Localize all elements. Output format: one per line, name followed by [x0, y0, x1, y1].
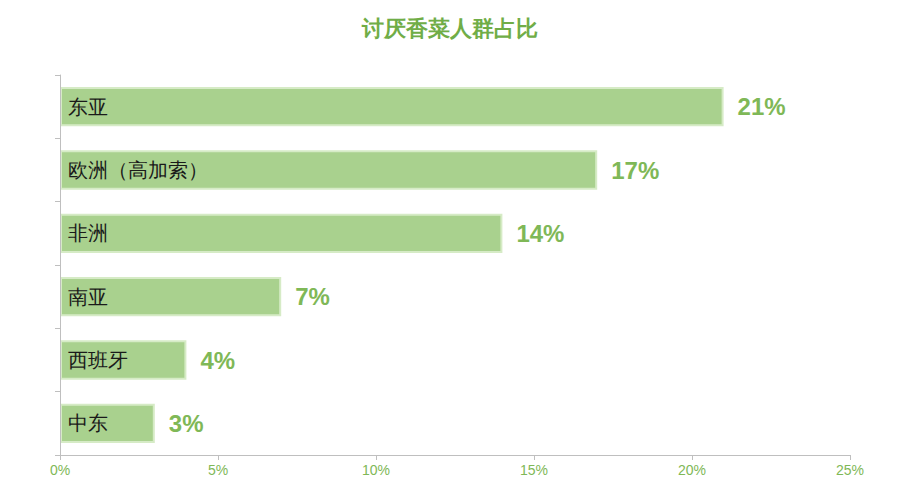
svg-text:3%: 3%	[169, 410, 204, 437]
svg-text:21%: 21%	[738, 93, 786, 120]
svg-text:10%: 10%	[362, 462, 390, 478]
svg-text:25%: 25%	[836, 462, 864, 478]
svg-text:0%: 0%	[50, 462, 70, 478]
svg-text:20%: 20%	[678, 462, 706, 478]
svg-text:17%: 17%	[611, 157, 659, 184]
svg-text:4%: 4%	[200, 347, 235, 374]
svg-text:14%: 14%	[516, 220, 564, 247]
svg-text:东亚: 东亚	[68, 95, 108, 119]
svg-text:西班牙: 西班牙	[68, 348, 128, 372]
svg-text:欧洲（高加索）: 欧洲（高加索）	[68, 158, 208, 182]
svg-text:非洲: 非洲	[68, 221, 108, 245]
svg-text:7%: 7%	[295, 283, 330, 310]
svg-text:5%: 5%	[208, 462, 228, 478]
svg-text:讨厌香菜人群占比: 讨厌香菜人群占比	[361, 16, 538, 41]
svg-text:中东: 中东	[68, 411, 108, 435]
svg-text:15%: 15%	[520, 462, 548, 478]
svg-text:南亚: 南亚	[68, 285, 108, 309]
